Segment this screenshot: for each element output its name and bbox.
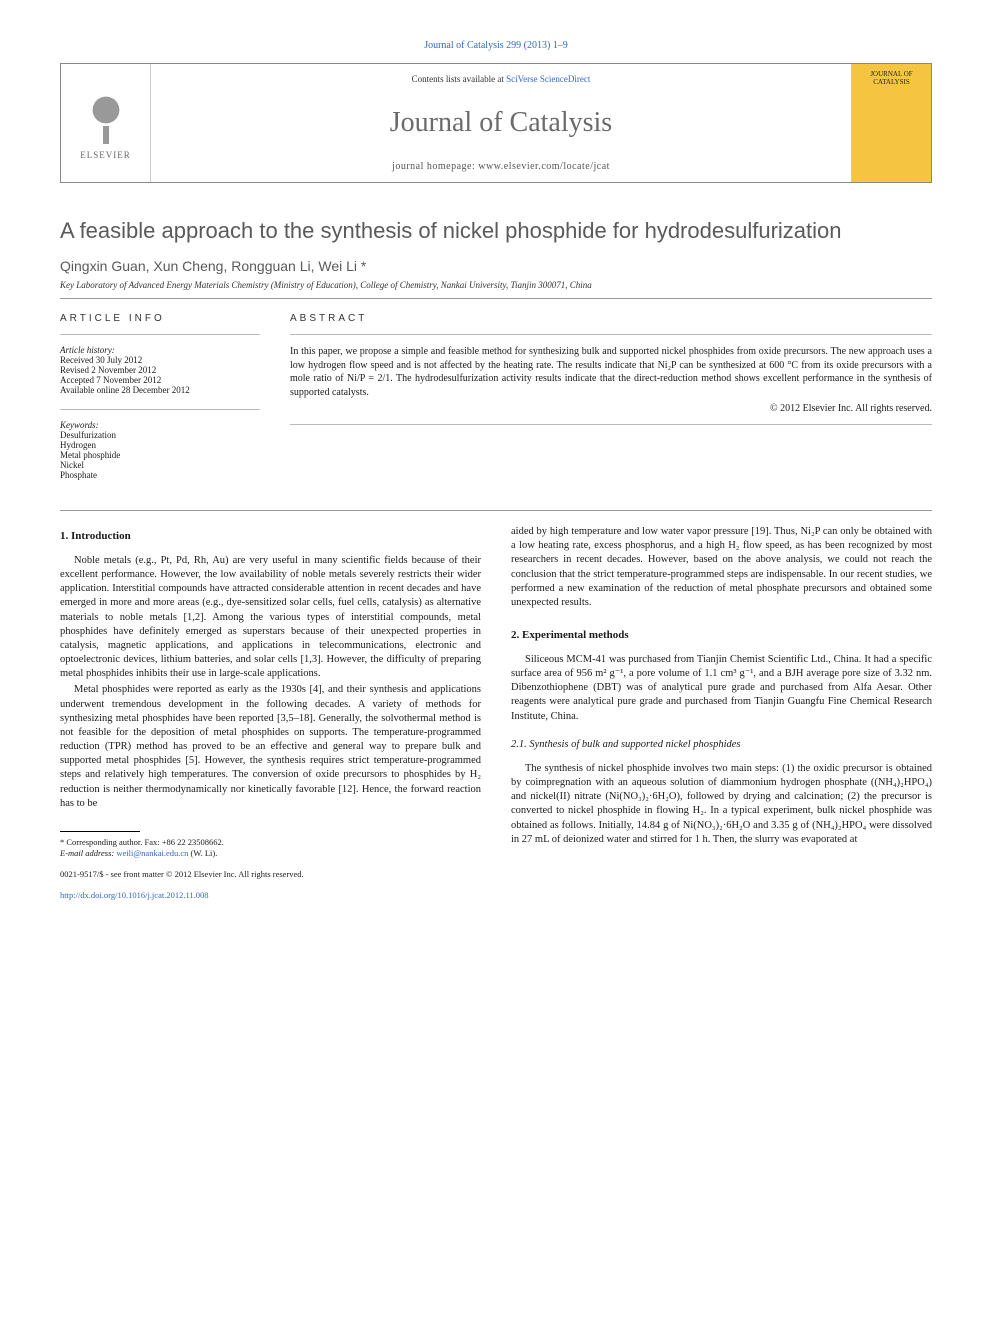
- abstract-column: ABSTRACT In this paper, we propose a sim…: [290, 313, 932, 480]
- revised-date: Revised 2 November 2012: [60, 365, 260, 375]
- accepted-date: Accepted 7 November 2012: [60, 375, 260, 385]
- corresponding-author-note: * Corresponding author. Fax: +86 22 2350…: [60, 837, 481, 848]
- doi-line: http://dx.doi.org/10.1016/j.jcat.2012.11…: [60, 890, 481, 901]
- article-history: Article history: Received 30 July 2012 R…: [60, 345, 260, 395]
- elsevier-label: ELSEVIER: [80, 150, 131, 160]
- article-title: A feasible approach to the synthesis of …: [60, 218, 932, 244]
- contents-available-line: Contents lists available at SciVerse Sci…: [161, 74, 841, 84]
- sciencedirect-link[interactable]: SciVerse ScienceDirect: [506, 74, 590, 84]
- cover-text-line2: CATALYSIS: [873, 78, 909, 86]
- paragraph: aided by high temperature and low water …: [511, 525, 932, 610]
- affiliation: Key Laboratory of Advanced Energy Materi…: [60, 280, 932, 290]
- abstract-text: In this paper, we propose a simple and f…: [290, 345, 932, 399]
- divider: [60, 334, 260, 335]
- abstract-copyright: © 2012 Elsevier Inc. All rights reserved…: [290, 403, 932, 414]
- front-matter-line: 0021-9517/$ - see front matter © 2012 El…: [60, 869, 481, 880]
- received-date: Received 30 July 2012: [60, 355, 260, 365]
- keyword: Nickel: [60, 460, 260, 470]
- journal-title: Journal of Catalysis: [161, 107, 841, 139]
- journal-cover-thumbnail[interactable]: JOURNAL OF CATALYSIS: [851, 64, 931, 182]
- author-list: Qingxin Guan, Xun Cheng, Rongguan Li, We…: [60, 258, 932, 274]
- divider: [60, 298, 932, 299]
- article-info-heading: ARTICLE INFO: [60, 313, 260, 324]
- elsevier-logo[interactable]: ELSEVIER: [61, 64, 151, 182]
- email-label: E-mail address:: [60, 848, 116, 858]
- journal-homepage[interactable]: journal homepage: www.elsevier.com/locat…: [161, 161, 841, 172]
- contents-prefix: Contents lists available at: [412, 74, 506, 84]
- paragraph: Metal phosphides were reported as early …: [60, 683, 481, 811]
- keywords-block: Keywords: Desulfurization Hydrogen Metal…: [60, 420, 260, 480]
- paragraph: Siliceous MCM-41 was purchased from Tian…: [511, 653, 932, 724]
- footnote-separator: [60, 831, 140, 832]
- keyword: Phosphate: [60, 470, 260, 480]
- paragraph: The synthesis of nickel phosphide involv…: [511, 762, 932, 847]
- history-label: Article history:: [60, 345, 260, 355]
- paragraph: Noble metals (e.g., Pt, Pd, Rh, Au) are …: [60, 554, 481, 682]
- divider: [60, 510, 932, 511]
- elsevier-tree-icon: [81, 86, 131, 146]
- journal-header: ELSEVIER Contents lists available at Sci…: [60, 63, 932, 183]
- divider: [290, 424, 932, 425]
- right-column: aided by high temperature and low water …: [511, 525, 932, 901]
- email-suffix: (W. Li).: [191, 848, 218, 858]
- subsection-heading-synthesis: 2.1. Synthesis of bulk and supported nic…: [511, 738, 932, 752]
- section-heading-experimental: 2. Experimental methods: [511, 628, 932, 643]
- abstract-heading: ABSTRACT: [290, 313, 932, 324]
- journal-reference: Journal of Catalysis 299 (2013) 1–9: [60, 40, 932, 51]
- header-center: Contents lists available at SciVerse Sci…: [151, 64, 851, 182]
- online-date: Available online 28 December 2012: [60, 385, 260, 395]
- keyword: Hydrogen: [60, 440, 260, 450]
- article-info-column: ARTICLE INFO Article history: Received 3…: [60, 313, 260, 480]
- cover-text-line1: JOURNAL OF: [870, 70, 912, 78]
- email-line: E-mail address: weili@nankai.edu.cn (W. …: [60, 848, 481, 859]
- doi-link[interactable]: http://dx.doi.org/10.1016/j.jcat.2012.11…: [60, 890, 209, 900]
- email-link[interactable]: weili@nankai.edu.cn: [116, 848, 188, 858]
- section-heading-introduction: 1. Introduction: [60, 529, 481, 544]
- info-abstract-row: ARTICLE INFO Article history: Received 3…: [60, 313, 932, 480]
- left-column: 1. Introduction Noble metals (e.g., Pt, …: [60, 525, 481, 901]
- keywords-label: Keywords:: [60, 420, 260, 430]
- body-text: 1. Introduction Noble metals (e.g., Pt, …: [60, 525, 932, 901]
- divider: [290, 334, 932, 335]
- keyword: Desulfurization: [60, 430, 260, 440]
- keyword: Metal phosphide: [60, 450, 260, 460]
- divider: [60, 409, 260, 410]
